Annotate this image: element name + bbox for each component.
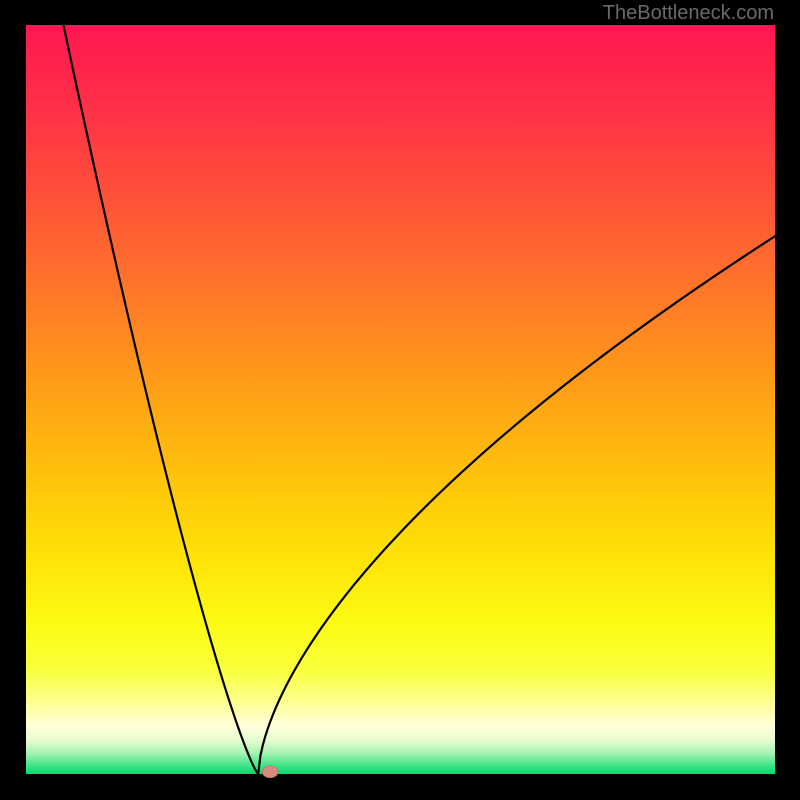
minimum-marker bbox=[262, 766, 278, 778]
plot-background bbox=[26, 25, 775, 774]
bottleneck-chart bbox=[0, 0, 800, 800]
chart-frame: TheBottleneck.com bbox=[0, 0, 800, 800]
watermark-text: TheBottleneck.com bbox=[603, 2, 774, 25]
